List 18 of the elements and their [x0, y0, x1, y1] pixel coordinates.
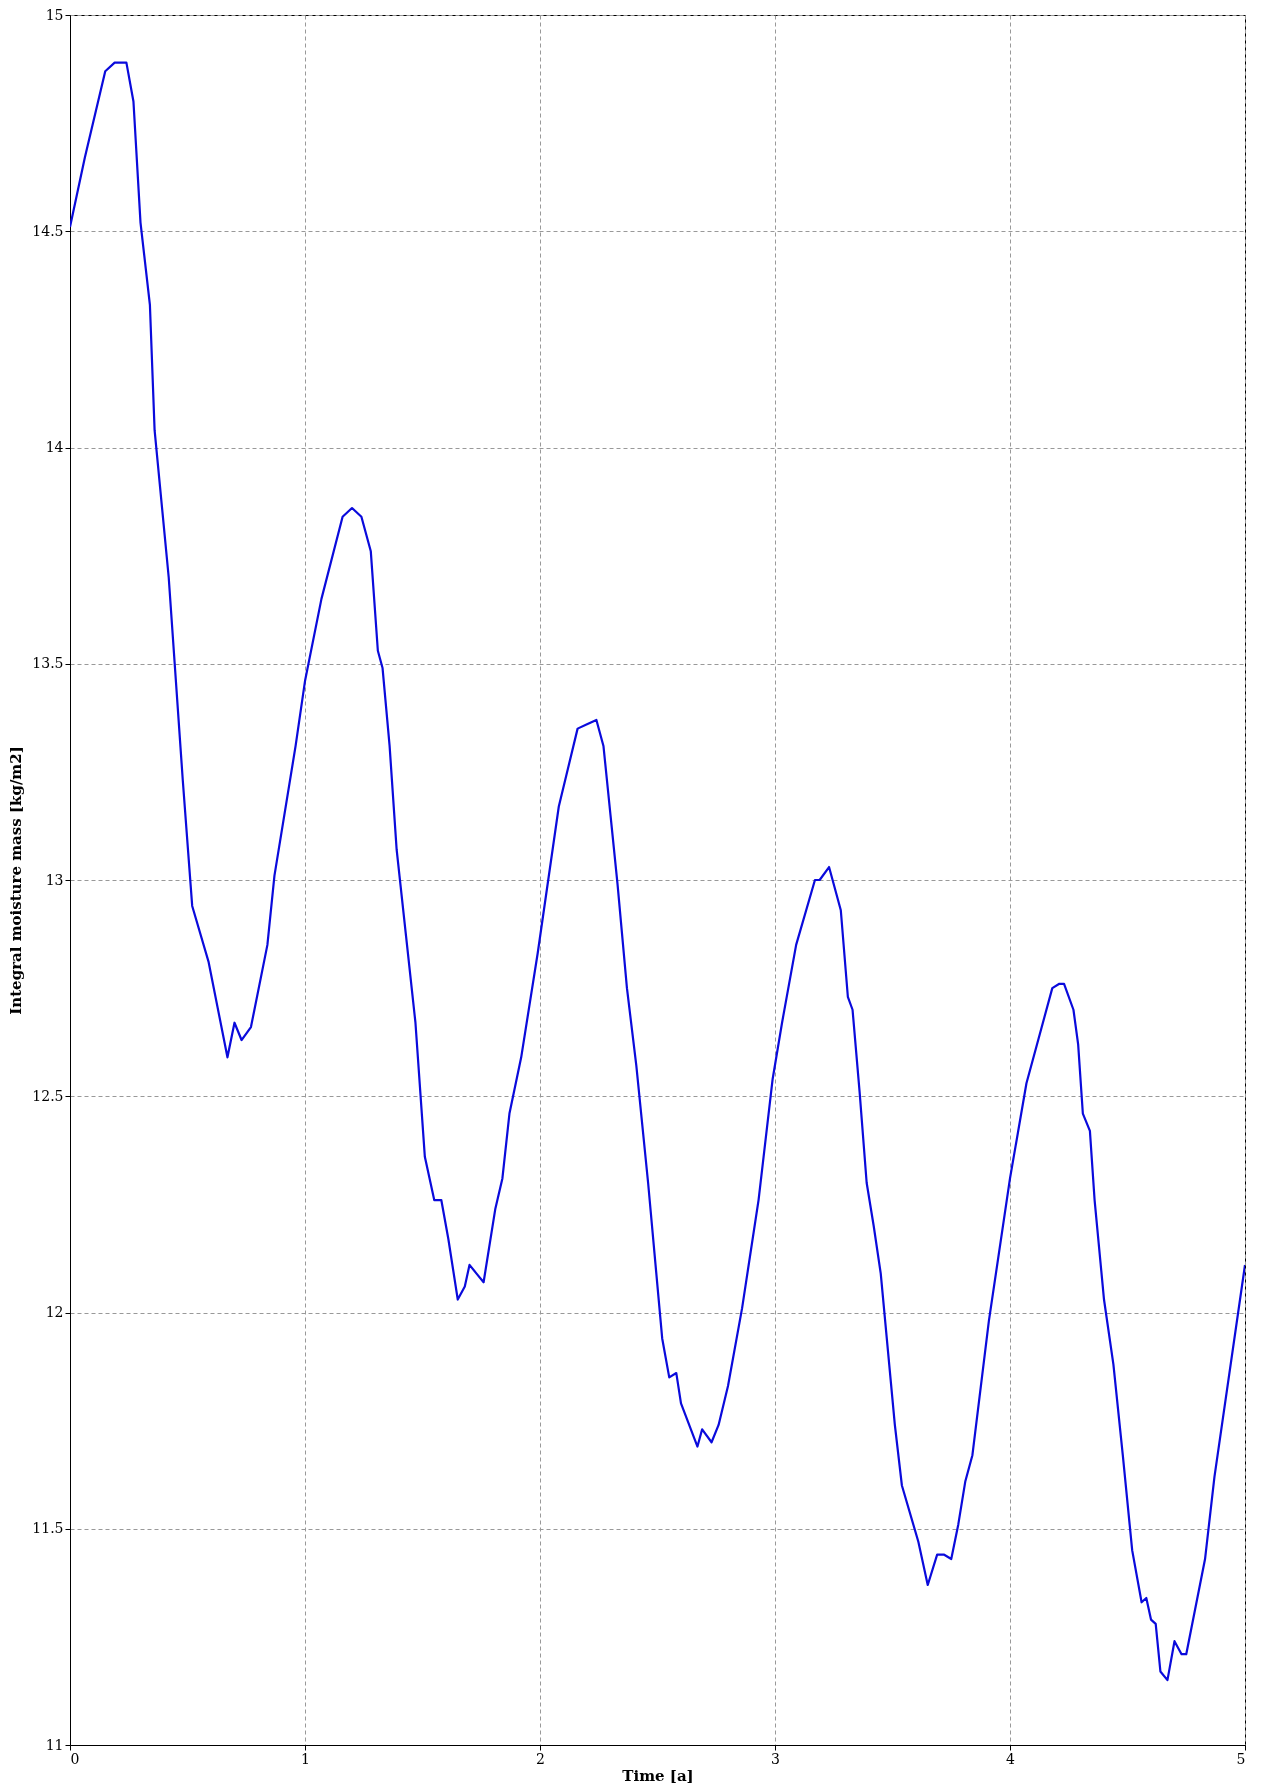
y-tick-label: 12.5: [32, 1087, 64, 1104]
y-tick-label: 14.5: [32, 222, 64, 239]
y-tick-label: 13.5: [32, 655, 64, 672]
x-tick-label: 0: [70, 1750, 80, 1767]
y-tick-label: 12: [45, 1304, 64, 1320]
y-tick-label: 11: [45, 1736, 64, 1753]
x-axis-title: Time [a]: [622, 1766, 694, 1785]
x-tick-label: 4: [1006, 1750, 1016, 1767]
y-tick-label: 13: [45, 871, 64, 888]
y-tick-label: 11.5: [32, 1520, 64, 1537]
line-series: [70, 61, 1245, 1682]
x-tick-label: 1: [301, 1750, 310, 1767]
y-tick-label: 14: [45, 439, 64, 455]
y-axis-title: Integral moisture mass [kg/m2]: [7, 746, 26, 1015]
y-tick-label: 15: [45, 6, 64, 23]
x-tick-label: 5: [1236, 1750, 1246, 1767]
x-tick-label: 2: [536, 1750, 545, 1767]
x-tick-label: 3: [771, 1750, 780, 1767]
